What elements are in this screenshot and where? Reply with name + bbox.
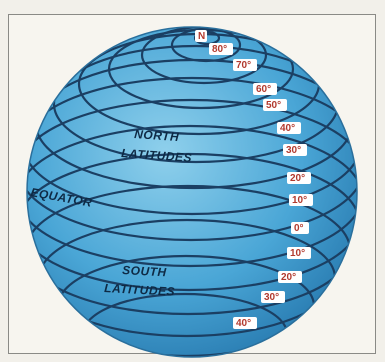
- latitude-label-text: 40°: [280, 123, 295, 134]
- latitude-label-box: [253, 83, 277, 95]
- latitude-label-box: [283, 144, 307, 156]
- latitude-label-12: 30°: [261, 291, 285, 303]
- latitude-label-13: 40°: [233, 317, 257, 329]
- latitude-number-labels: N80°70°60°50°40°30°20°10°0°10°20°30°40°: [195, 30, 313, 329]
- latitude-label-text: 30°: [264, 292, 279, 303]
- latitude-label-text: 20°: [281, 272, 296, 283]
- latitude-label-text: N: [198, 31, 205, 42]
- latitude-label-8: 10°: [289, 194, 313, 206]
- latitude-label-text: 80°: [212, 44, 227, 55]
- latitude-label-text: 0°: [294, 223, 304, 234]
- south-latitudes-label: SOUTH LATITUDES: [104, 263, 176, 299]
- latitude-label-7: 20°: [287, 172, 311, 184]
- latitude-label-10: 10°: [287, 247, 311, 259]
- latitude-label-box: [233, 317, 257, 329]
- latitude-label-box: [278, 271, 302, 283]
- equator-line: [27, 124, 357, 268]
- latitude-label-1: 80°: [209, 43, 233, 55]
- latitude-label-text: 10°: [290, 248, 305, 259]
- latitude-label-4: 50°: [263, 99, 287, 111]
- latitude-label-text: 60°: [256, 84, 271, 95]
- latitude-label-0: N: [195, 30, 207, 42]
- south-label-line2: LATITUDES: [104, 281, 176, 299]
- latitude-label-box: [233, 59, 257, 71]
- latitude-label-box: [261, 291, 285, 303]
- latitude-line-20: [27, 76, 357, 216]
- latitude-label-text: 40°: [236, 318, 251, 329]
- latitude-label-box: [209, 43, 233, 55]
- latitude-label-6: 30°: [283, 144, 307, 156]
- latitude-label-box: [263, 99, 287, 111]
- latitude-label-2: 70°: [233, 59, 257, 71]
- latitude-label-text: 70°: [236, 60, 251, 71]
- latitude-label-9: 0°: [291, 222, 309, 234]
- latitude-label-text: 10°: [292, 195, 307, 206]
- north-label-line2: LATITUDES: [121, 146, 193, 165]
- latitude-line-10: [27, 98, 357, 242]
- latitude-label-5: 40°: [277, 122, 301, 134]
- globe-sphere: [27, 27, 357, 357]
- latitude-label-3: 60°: [253, 83, 277, 95]
- latitude-line-s10: [27, 152, 357, 292]
- north-label-line1: NORTH: [134, 127, 180, 144]
- south-label-line1: SOUTH: [122, 263, 167, 279]
- globe-outline: [26, 26, 358, 358]
- latitude-line-70: [140, 27, 268, 85]
- latitude-label-box: [287, 172, 311, 184]
- latitude-label-text: 50°: [266, 100, 281, 111]
- latitude-label-text: 20°: [290, 173, 305, 184]
- latitude-label-11: 20°: [278, 271, 302, 283]
- latitude-label-box: [291, 222, 309, 234]
- latitude-label-box: [287, 247, 311, 259]
- north-latitudes-label: NORTH LATITUDES: [121, 127, 193, 165]
- latitude-label-box: [289, 194, 313, 206]
- latitude-label-box: [277, 122, 301, 134]
- latitude-label-text: 30°: [286, 145, 301, 156]
- latitude-label-box: [195, 30, 207, 42]
